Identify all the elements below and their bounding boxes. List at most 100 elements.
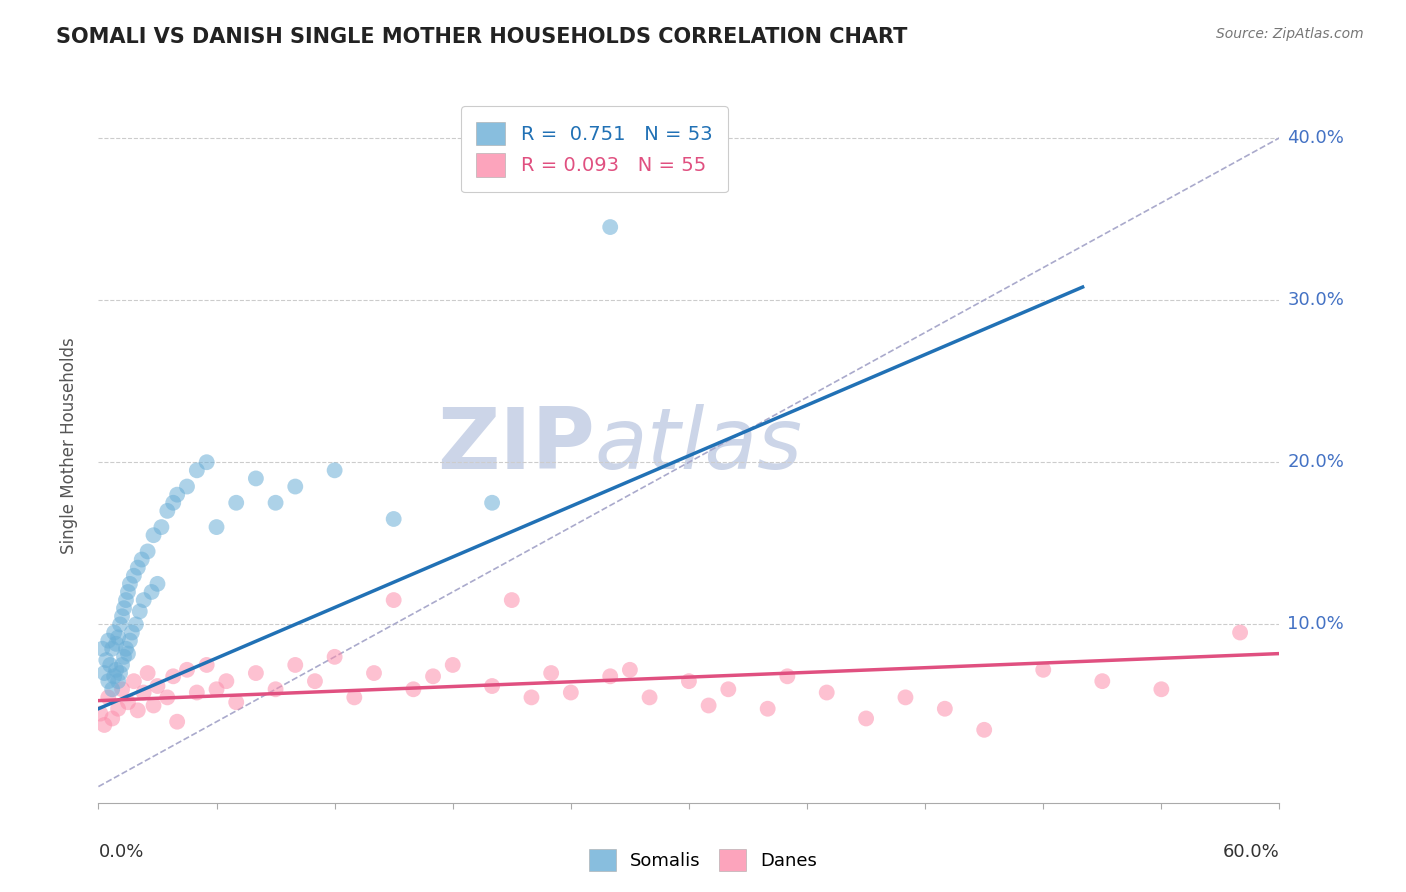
Text: atlas: atlas	[595, 404, 803, 488]
Point	[136, 666, 159, 681]
Point	[132, 593, 155, 607]
Point	[284, 479, 307, 493]
Point	[205, 520, 228, 534]
Point	[150, 520, 173, 534]
Point	[540, 666, 562, 681]
Point	[284, 657, 307, 672]
Point	[103, 669, 125, 683]
Text: 10.0%: 10.0%	[1288, 615, 1344, 633]
Point	[96, 653, 118, 667]
Point	[146, 679, 169, 693]
Point	[136, 544, 159, 558]
Point	[619, 663, 641, 677]
Text: Source: ZipAtlas.com: Source: ZipAtlas.com	[1216, 27, 1364, 41]
Point	[599, 220, 621, 235]
Point	[97, 674, 120, 689]
Point	[156, 690, 179, 705]
Point	[117, 585, 139, 599]
Point	[115, 593, 138, 607]
Legend: Somalis, Danes: Somalis, Danes	[582, 842, 824, 879]
Point	[264, 496, 287, 510]
Point	[103, 625, 125, 640]
Point	[89, 706, 111, 721]
Point	[638, 690, 661, 705]
Point	[127, 560, 149, 574]
Point	[142, 528, 165, 542]
Point	[717, 682, 740, 697]
Point	[776, 669, 799, 683]
Point	[176, 479, 198, 493]
Point	[131, 552, 153, 566]
Point	[91, 641, 114, 656]
Point	[93, 718, 115, 732]
Point	[107, 674, 129, 689]
Point	[195, 657, 218, 672]
Point	[115, 641, 138, 656]
Point	[560, 685, 582, 699]
Point	[132, 685, 155, 699]
Point	[105, 663, 128, 677]
Text: 30.0%: 30.0%	[1288, 291, 1344, 309]
Point	[112, 649, 135, 664]
Point	[111, 682, 134, 697]
Point	[520, 690, 543, 705]
Point	[121, 625, 143, 640]
Point	[118, 577, 141, 591]
Point	[111, 609, 134, 624]
Point	[186, 463, 208, 477]
Point	[245, 666, 267, 681]
Point	[108, 666, 131, 681]
Point	[382, 512, 405, 526]
Point	[382, 593, 405, 607]
Point	[166, 714, 188, 729]
Point	[122, 674, 145, 689]
Point	[205, 682, 228, 697]
Point	[101, 711, 124, 725]
Point	[93, 666, 115, 681]
Point	[1091, 674, 1114, 689]
Point	[304, 674, 326, 689]
Point	[815, 685, 838, 699]
Point	[162, 496, 184, 510]
Point	[402, 682, 425, 697]
Point	[128, 604, 150, 618]
Text: 20.0%: 20.0%	[1288, 453, 1344, 471]
Point	[127, 703, 149, 717]
Point	[422, 669, 444, 683]
Point	[166, 488, 188, 502]
Point	[122, 568, 145, 582]
Point	[264, 682, 287, 697]
Point	[112, 601, 135, 615]
Point	[156, 504, 179, 518]
Text: 40.0%: 40.0%	[1288, 128, 1344, 147]
Point	[117, 695, 139, 709]
Point	[117, 647, 139, 661]
Legend: R =  0.751   N = 53, R = 0.093   N = 55: R = 0.751 N = 53, R = 0.093 N = 55	[461, 106, 728, 193]
Point	[323, 463, 346, 477]
Point	[195, 455, 218, 469]
Point	[225, 695, 247, 709]
Point	[108, 617, 131, 632]
Point	[162, 669, 184, 683]
Point	[1229, 625, 1251, 640]
Point	[97, 633, 120, 648]
Point	[111, 657, 134, 672]
Point	[142, 698, 165, 713]
Point	[323, 649, 346, 664]
Point	[105, 637, 128, 651]
Point	[118, 633, 141, 648]
Y-axis label: Single Mother Households: Single Mother Households	[59, 338, 77, 554]
Text: 60.0%: 60.0%	[1223, 843, 1279, 862]
Point	[973, 723, 995, 737]
Point	[98, 657, 121, 672]
Point	[186, 685, 208, 699]
Point	[101, 641, 124, 656]
Point	[107, 631, 129, 645]
Point	[678, 674, 700, 689]
Point	[176, 663, 198, 677]
Point	[697, 698, 720, 713]
Point	[225, 496, 247, 510]
Point	[101, 682, 124, 697]
Point	[363, 666, 385, 681]
Point	[855, 711, 877, 725]
